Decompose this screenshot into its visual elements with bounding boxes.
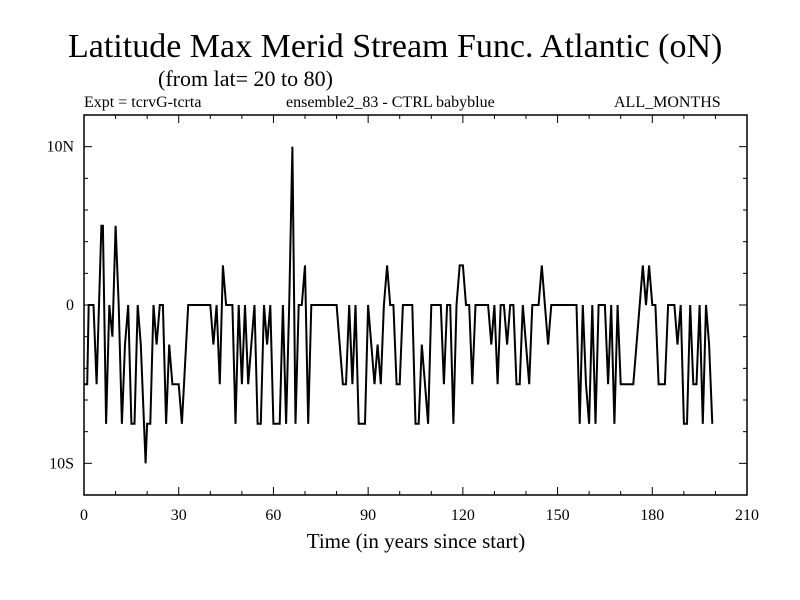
months-label: ALL_MONTHS xyxy=(614,94,721,111)
ensemble-label: ensemble2_83 - CTRL babyblue xyxy=(286,94,495,111)
x-tick-labels: 0 30 60 90 120 150 180 210 xyxy=(80,507,759,524)
x-axis-label: Time (in years since start) xyxy=(307,529,526,553)
y-tick-label: 10S xyxy=(49,455,74,472)
y-tick-labels: 10S 0 10N xyxy=(46,139,74,473)
x-tick-label: 180 xyxy=(640,507,664,524)
series-group xyxy=(84,146,714,464)
x-tick-label: 150 xyxy=(546,507,570,524)
x-tick-label: 120 xyxy=(451,507,475,524)
experiment-label: Expt = tcrvG-tcrta xyxy=(84,94,202,111)
x-tick-label: 60 xyxy=(265,507,281,524)
y-tick-label: 0 xyxy=(66,297,74,314)
y-tick-label: 10N xyxy=(46,139,74,156)
x-tick-label: 90 xyxy=(360,507,376,524)
x-tick-label: 210 xyxy=(735,507,759,524)
axis-ticks xyxy=(83,114,748,496)
series-line xyxy=(84,146,714,464)
chart-subtitle: (from lat= 20 to 80) xyxy=(158,66,333,91)
plot-frame xyxy=(83,114,748,496)
x-tick-label: 30 xyxy=(171,507,187,524)
x-tick-label: 0 xyxy=(80,507,88,524)
chart-title: Latitude Max Merid Stream Func. Atlantic… xyxy=(68,28,723,65)
